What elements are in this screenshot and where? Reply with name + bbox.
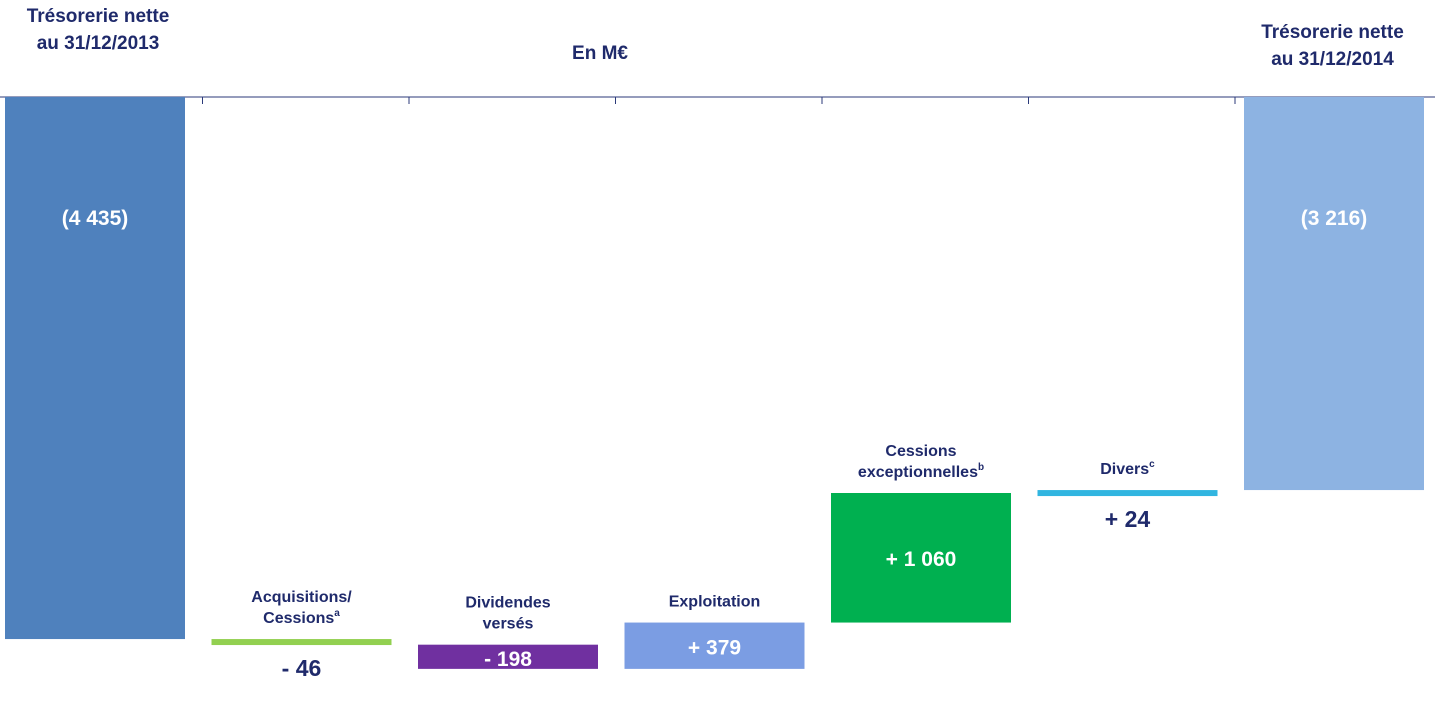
bar-3 <box>624 622 805 669</box>
category-label: Diversc <box>1100 459 1155 478</box>
category-label: Acquisitions/Cessionsa <box>251 589 352 627</box>
bar-0 <box>5 97 185 640</box>
value-label: + 379 <box>688 637 741 660</box>
end-title-line2: au 31/12/2014 <box>1271 49 1394 70</box>
end-title-line1: Trésorerie nette <box>1261 22 1404 43</box>
value-label: + 1 060 <box>886 548 957 571</box>
value-label: + 24 <box>1105 506 1151 532</box>
start-title-line2: au 31/12/2013 <box>36 33 160 54</box>
bar-1 <box>211 639 392 646</box>
bar-5 <box>1037 490 1218 497</box>
category-label: Cessions exceptionnellesb <box>858 443 984 481</box>
category-label: Exploitation <box>669 594 761 611</box>
end-total-title: Trésorerie nette au 31/12/2014 <box>1230 19 1435 73</box>
value-label: (3 216) <box>1301 207 1368 230</box>
category-label: Dividendes versés <box>465 595 550 633</box>
bar-6 <box>1244 97 1424 491</box>
value-label: (4 435) <box>62 207 129 230</box>
start-title-line1: Trésorerie nette <box>26 6 170 27</box>
value-label: - 46 <box>282 655 322 681</box>
start-total-title: Trésorerie nette au 31/12/2013 <box>0 3 196 57</box>
value-label: - 198 <box>484 648 532 671</box>
bar-4 <box>831 493 1011 623</box>
bar-2 <box>418 644 598 669</box>
unit-label: En M€ <box>572 43 628 64</box>
